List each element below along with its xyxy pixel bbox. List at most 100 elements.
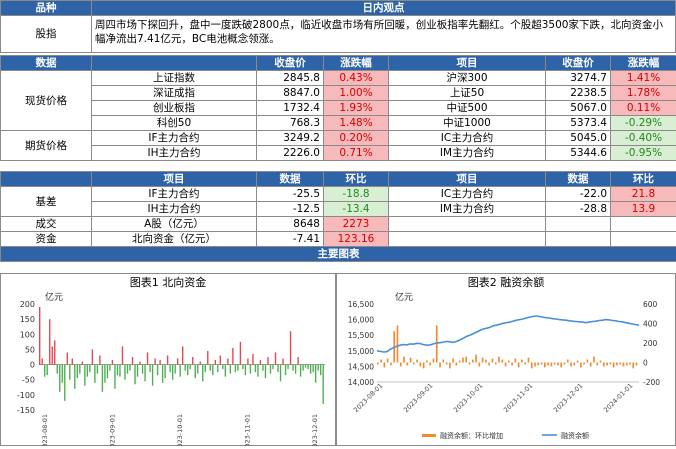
- chart1-bar: [137, 365, 138, 377]
- chart1-bar: [129, 365, 130, 371]
- chart2-bar: [420, 363, 422, 367]
- basis-header-data: 数据: [257, 172, 324, 187]
- chart1-bar: [164, 365, 165, 379]
- chart2-bar: [521, 360, 523, 363]
- chart2-bar: [616, 363, 618, 366]
- chart1-bar: [177, 359, 178, 365]
- chart1-bar: [190, 365, 191, 370]
- chart2-bar: [515, 359, 517, 363]
- chart2-bar: [479, 363, 481, 367]
- chart1-bar: [292, 365, 293, 371]
- chart2-legend-swatch-bar: [422, 434, 436, 437]
- chart1-bar: [275, 352, 276, 364]
- futures-close2: 5344.6: [546, 146, 611, 161]
- chart1-bar: [222, 365, 223, 370]
- basis-label: 基差: [1, 187, 92, 217]
- chart2-bar: [518, 363, 520, 368]
- chart1-bar: [92, 349, 93, 364]
- spot-name: 创业板指: [92, 101, 257, 116]
- chart2-ytick-left: 16,500: [348, 300, 374, 309]
- chart1-bar: [79, 365, 80, 374]
- chart2-bar: [433, 359, 435, 363]
- chart1-bar: [210, 365, 211, 371]
- chart1-bar: [260, 360, 261, 365]
- chart1-bar: [265, 365, 266, 379]
- chart2-bar: [400, 363, 402, 367]
- futures-change2: -0.95%: [611, 146, 676, 161]
- spot-name2: 沪深300: [389, 71, 546, 86]
- chart1-bar: [250, 365, 251, 374]
- chart1-bar: [320, 365, 321, 376]
- chart1-bar: [192, 357, 193, 365]
- chart1-bar: [74, 365, 75, 389]
- chart2-legend-label-line: 融资余额: [561, 431, 589, 440]
- chart2-bar: [508, 361, 510, 363]
- chart1-bar: [187, 365, 188, 376]
- futures-label: 期货价格: [1, 131, 92, 161]
- header-table: 品种 日内观点 股指 周四市场下探回升，盘中一度跌破2800点，临近收盘市场有所…: [0, 0, 676, 53]
- turnover-change: 2273: [324, 217, 389, 232]
- chart1-bar: [287, 365, 288, 370]
- chart1-bar: [157, 365, 158, 376]
- chart2-bar: [485, 360, 487, 363]
- chart1-bar: [44, 365, 45, 377]
- chart1-bar: [307, 365, 308, 370]
- basis-change2: 13.9: [611, 202, 676, 217]
- chart2-bar: [554, 363, 556, 365]
- turnover-value: 8648: [257, 217, 324, 232]
- header-intraday-view: 日内观点: [92, 1, 676, 16]
- chart1-bar: [102, 365, 103, 392]
- chart1-ytick-label: 100: [20, 330, 35, 339]
- chart1-bar: [220, 355, 221, 364]
- chart1-bar: [290, 331, 291, 364]
- charts-title: 主要图表: [1, 247, 676, 262]
- data-header-item: 项目: [389, 56, 546, 71]
- spot-change2: -0.29%: [611, 116, 676, 131]
- chart2-bar: [531, 363, 533, 369]
- chart1-bar: [242, 365, 243, 370]
- spot-change: 1.93%: [324, 101, 389, 116]
- chart2-bar: [472, 360, 474, 363]
- chart2-bar: [416, 360, 418, 363]
- spot-close: 2845.8: [257, 71, 324, 86]
- spot-name: 科创50: [92, 116, 257, 131]
- funds-label: 资金: [1, 232, 92, 247]
- chart2-ytick-left: 14,500: [348, 362, 374, 371]
- chart1-bar: [99, 355, 100, 364]
- chart1-bar: [285, 365, 286, 376]
- chart1-bar: [82, 362, 83, 365]
- futures-name: IF主力合约: [92, 131, 257, 146]
- chart1-bar: [57, 365, 58, 374]
- spot-name2: 中证500: [389, 101, 546, 116]
- spot-close2: 2238.5: [546, 86, 611, 101]
- chart1-title: 图表1 北向资金: [1, 274, 335, 290]
- chart1-bar: [67, 352, 68, 364]
- chart2-bar: [593, 357, 595, 363]
- chart2-bar: [606, 363, 608, 366]
- chart2-title: 图表2 融资余额: [337, 274, 675, 290]
- chart1-bar: [119, 365, 120, 377]
- chart2-bar: [456, 363, 458, 366]
- chart1-bar: [42, 359, 43, 365]
- chart2-xtick-label: 2024-01-01: [602, 382, 634, 414]
- empty-cell: [611, 232, 676, 247]
- chart1-xtick-label: 2023-09-01: [109, 414, 117, 446]
- chart2-bar: [465, 357, 467, 363]
- turnover-row: 成交 A股（亿元） 8648 2273: [1, 217, 676, 232]
- chart2-bar: [541, 363, 543, 365]
- chart1-ytick-label: 0: [30, 361, 35, 370]
- spot-change2: 1.41%: [611, 71, 676, 86]
- futures-name2: IM主力合约: [389, 146, 546, 161]
- chart1-bar: [62, 365, 63, 383]
- chart1-bar: [172, 365, 173, 380]
- chart1-ytick-label: 50: [25, 345, 35, 354]
- chart2-bar: [544, 363, 546, 368]
- chart1-bar: [39, 307, 40, 365]
- chart2-bar: [501, 360, 503, 363]
- chart2-bar: [619, 363, 621, 365]
- spot-change: 1.00%: [324, 86, 389, 101]
